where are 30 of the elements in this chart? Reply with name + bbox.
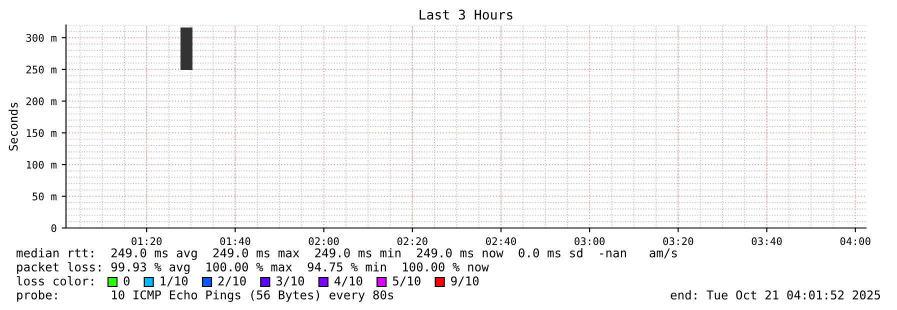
- x-tick-label: 03:40: [752, 237, 782, 246]
- x-tick-label: 03:00: [574, 237, 605, 246]
- text: probe: 10 ICMP Echo Pings (56 Bytes) every 80s: [17, 290, 394, 302]
- x-tick-label: 03:20: [663, 237, 694, 246]
- text: end: Tue Oct 21 04:01:52 2025: [670, 290, 880, 300]
- legend-label: 3/10: [276, 276, 304, 286]
- text: packet loss: 99.93 % avg 100.00 % max 94.75 % min 100.00 % now: [17, 262, 489, 274]
- y-tick-label: 250 m: [26, 66, 56, 74]
- legend-label: 1/10: [160, 276, 188, 286]
- y-tick-label: 200 m: [26, 97, 56, 106]
- x-tick-label: 02:00: [308, 237, 339, 246]
- text: loss color:: [16, 276, 94, 286]
- x-tick-label: 02:40: [486, 237, 516, 246]
- chart-title: Last 3 Hours: [420, 10, 512, 20]
- x-tick-label: 01:20: [132, 237, 162, 246]
- y-axis-title: Seconds: [8, 102, 18, 151]
- legend-label: 2/10: [218, 276, 246, 286]
- y-tick-label: 300 m: [26, 34, 56, 42]
- text: median rtt: 249.0 ms avg 249.0 ms max 249.0 ms min 249.0 ms now 0.0 ms sd -nan am/s: [16, 248, 677, 260]
- legend-label: 0: [124, 276, 130, 286]
- y-tick-label: 100 m: [26, 160, 56, 169]
- y-tick-label: 150 m: [26, 129, 56, 137]
- x-tick-label: 01:40: [220, 237, 250, 246]
- x-tick-label: 02:20: [397, 237, 428, 246]
- legend-label: 4/10: [334, 276, 362, 286]
- y-tick-label: 0: [51, 224, 56, 232]
- x-tick-label: 04:00: [840, 237, 870, 246]
- y-tick-label: 50 m: [32, 192, 56, 200]
- legend-label: 9/10: [451, 276, 479, 286]
- legend-label: 5/10: [392, 276, 420, 286]
